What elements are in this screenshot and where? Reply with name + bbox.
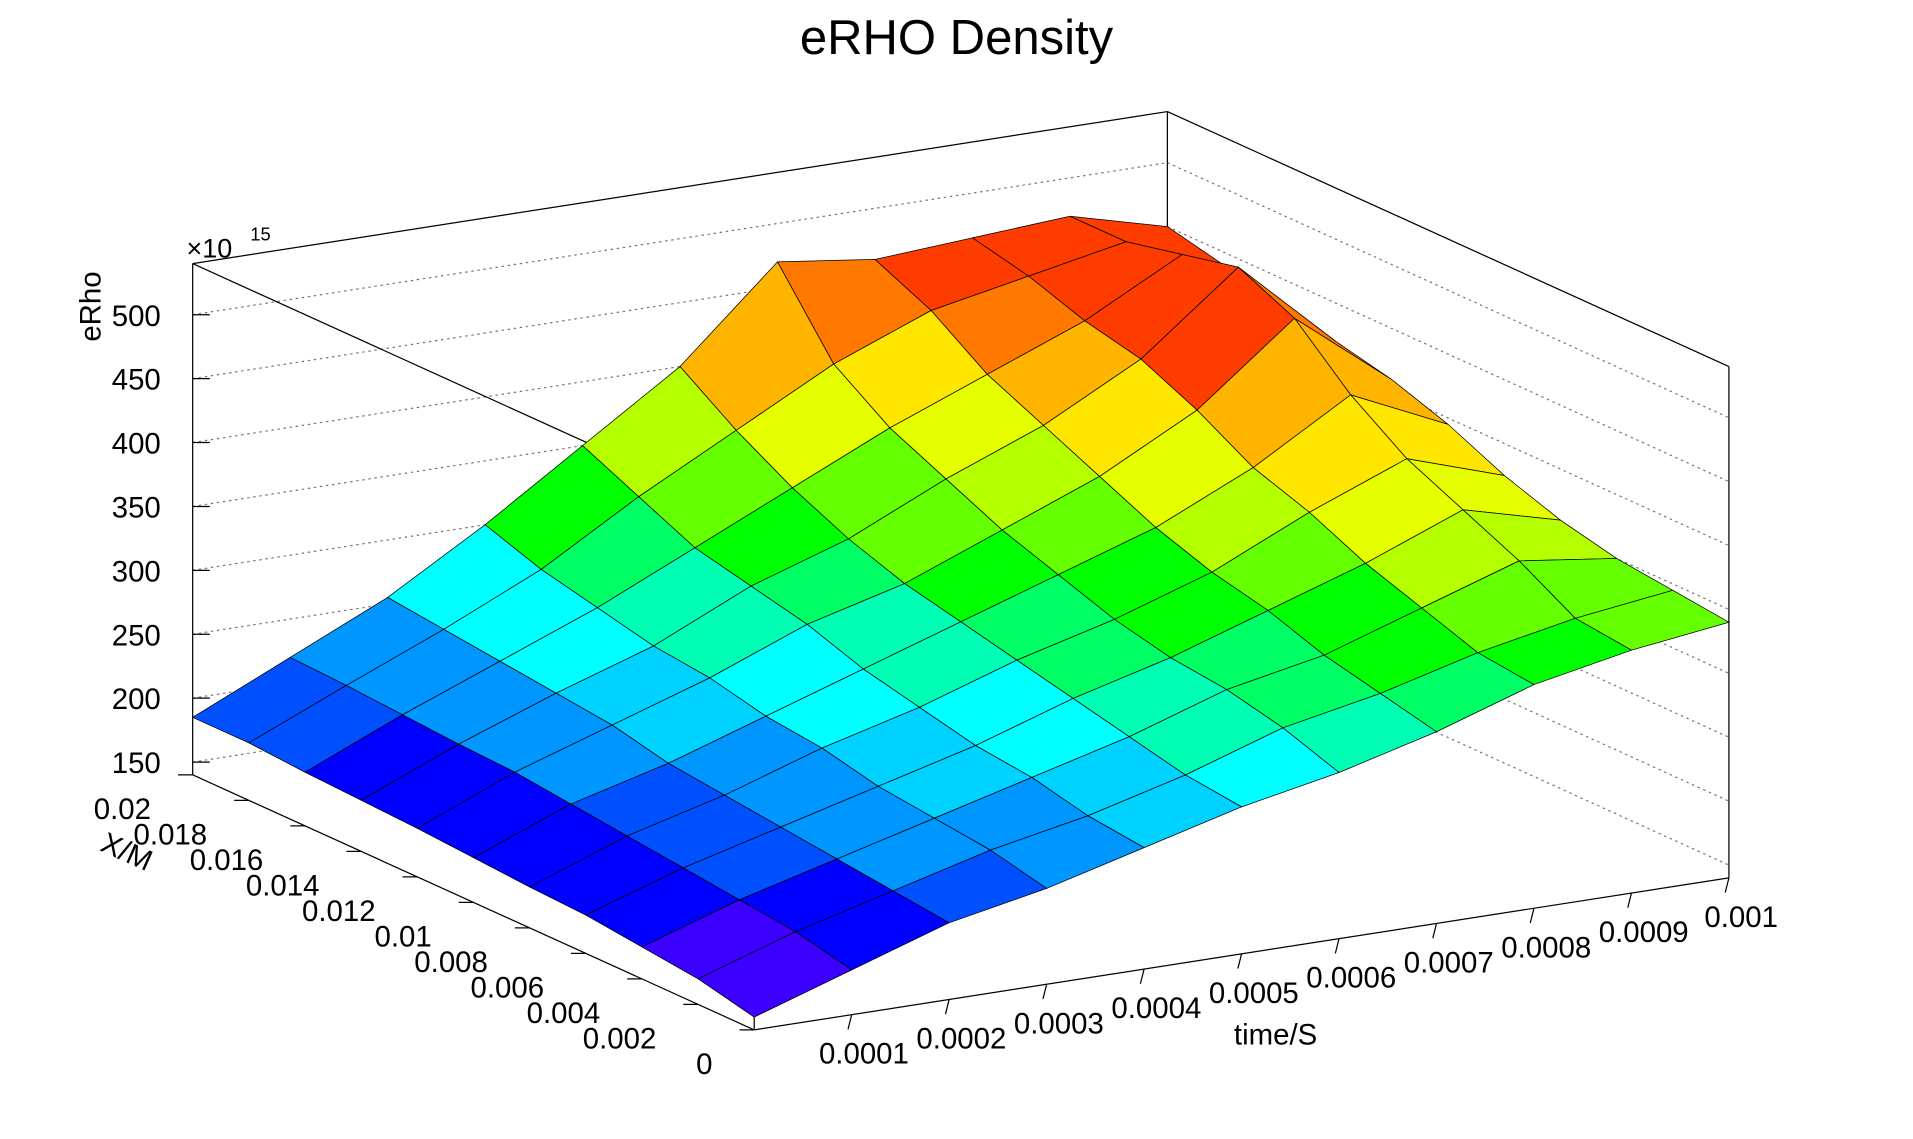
z-tick-label: 250 (112, 619, 161, 652)
y-tick-label: 0.016 (190, 844, 264, 877)
z-axis-title: eRho (75, 271, 108, 341)
y-tick-label: 0.02 (94, 793, 151, 826)
x-tick-label: 0.0009 (1599, 916, 1689, 949)
z-tick-label: 400 (112, 428, 161, 461)
x-tick-label: 0.0008 (1501, 931, 1591, 964)
grid-line (1167, 162, 1730, 419)
box-edge (1167, 111, 1730, 368)
x-tick-label: 0.0001 (819, 1038, 909, 1071)
x-tick (847, 1014, 853, 1030)
grid-line (1167, 226, 1730, 483)
x-tick-label: 0.001 (1704, 901, 1778, 934)
box-edge (192, 110, 1168, 265)
y-tick-label: 0 (696, 1048, 712, 1081)
grid-line (192, 162, 1168, 316)
surface-cell (697, 931, 853, 1018)
x-tick (1627, 892, 1633, 908)
x-tick-label: 0.0005 (1209, 977, 1299, 1010)
x-tick-label: 0.0007 (1404, 947, 1494, 980)
z-tick-label: 300 (112, 555, 161, 588)
x-tick (1334, 938, 1340, 954)
y-tick-label: 0.01 (375, 921, 432, 954)
chart-title: eRHO Density (800, 11, 1114, 65)
x-tick (1042, 984, 1048, 1000)
y-tick-label: 0.014 (246, 870, 320, 903)
x-tick-label: 0.0003 (1014, 1007, 1104, 1040)
x-tick (1432, 923, 1438, 939)
x-tick-label: 0.0006 (1306, 962, 1396, 995)
grid-line (1167, 289, 1730, 547)
x-tick (944, 999, 950, 1015)
y-tick-label: 0.018 (134, 819, 208, 852)
y-tick-label: 0.008 (414, 946, 488, 979)
x-tick (1529, 908, 1535, 924)
z-tick-label: 500 (112, 300, 161, 333)
z-scale-exponent: 15 (250, 223, 270, 244)
z-tick-label: 350 (112, 491, 161, 524)
z-tick-label: 200 (112, 683, 161, 716)
y-tick-label: 0.004 (527, 997, 601, 1030)
x-axis-title: time/S (1234, 1018, 1317, 1051)
y-tick-label: 0.002 (583, 1023, 657, 1056)
x-tick-label: 0.0002 (916, 1023, 1006, 1056)
z-tick-label: 450 (112, 364, 161, 397)
x-tick (1139, 968, 1145, 984)
z-tick-label: 150 (112, 747, 161, 780)
y-tick-label: 0.012 (302, 895, 376, 928)
x-tick-label: 0.0004 (1111, 992, 1201, 1025)
y-tick-label: 0.006 (470, 972, 544, 1005)
x-tick (1724, 877, 1730, 893)
grid-line (1167, 609, 1730, 866)
x-tick (1237, 953, 1243, 969)
